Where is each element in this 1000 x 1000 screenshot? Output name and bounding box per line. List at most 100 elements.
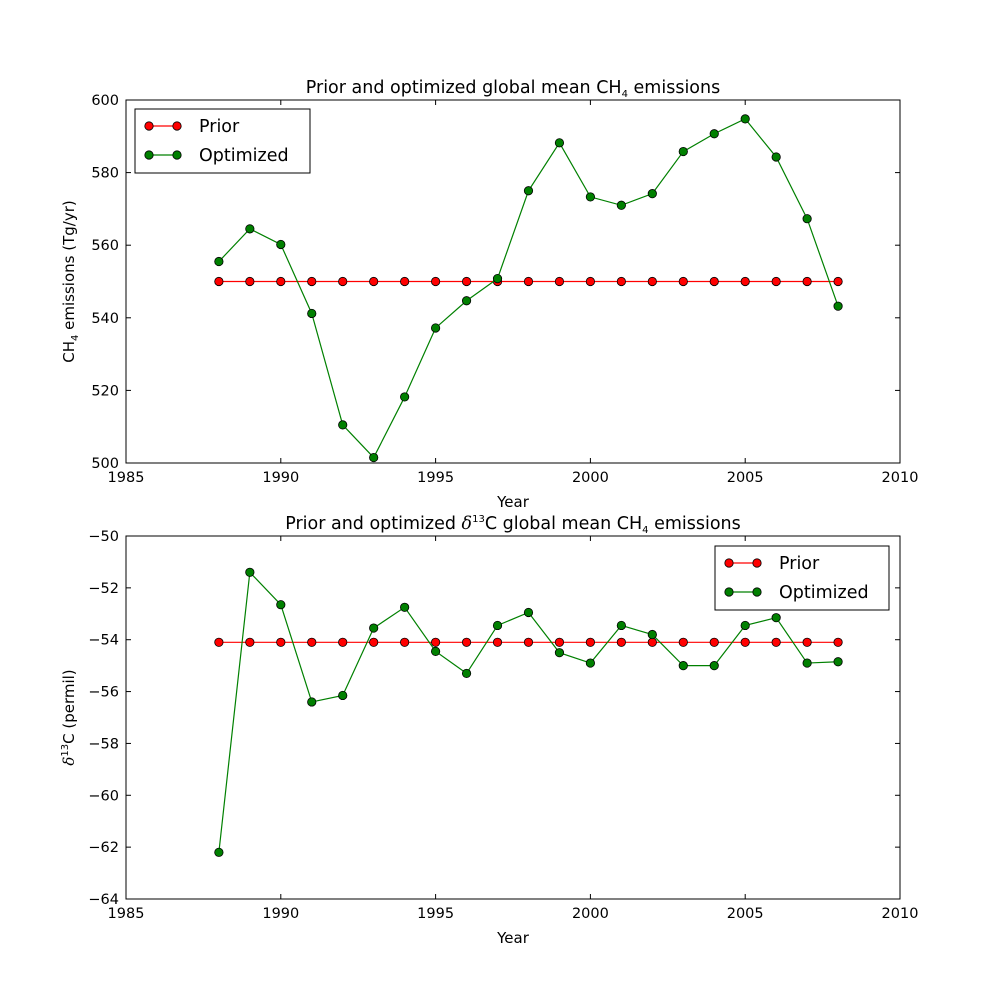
ylabel-part: emissions (Tg/yr) bbox=[60, 200, 78, 334]
x-tick-label: 1985 bbox=[108, 906, 145, 922]
data-point bbox=[709, 276, 719, 287]
data-point bbox=[802, 637, 812, 647]
data-point bbox=[678, 637, 688, 647]
data-point bbox=[833, 301, 843, 311]
title-sup: 13 bbox=[472, 514, 485, 525]
y-tick-label: −64 bbox=[88, 892, 119, 908]
data-point bbox=[554, 648, 565, 658]
data-point bbox=[276, 600, 286, 610]
legend-label: Prior bbox=[199, 117, 240, 137]
legend-marker bbox=[752, 587, 762, 597]
y-tick-label: 540 bbox=[91, 311, 119, 327]
data-point bbox=[585, 276, 596, 287]
x-tick-label: 2005 bbox=[727, 470, 764, 486]
data-point bbox=[338, 420, 348, 430]
data-point bbox=[430, 323, 441, 333]
data-point bbox=[276, 637, 286, 647]
title-part: emissions bbox=[628, 78, 720, 98]
data-point bbox=[647, 189, 657, 199]
data-point bbox=[369, 623, 379, 633]
data-point bbox=[740, 114, 750, 124]
title-part: C global mean CH bbox=[485, 514, 642, 534]
data-point bbox=[400, 276, 410, 287]
data-point bbox=[740, 620, 750, 631]
y-tick-label: 600 bbox=[91, 93, 119, 109]
title-sub: 4 bbox=[642, 525, 648, 536]
x-tick-label: 1995 bbox=[417, 906, 454, 922]
legend-entry-optimized: Optimized bbox=[144, 146, 289, 166]
data-point bbox=[554, 276, 565, 287]
data-point bbox=[709, 637, 719, 647]
data-point bbox=[369, 637, 379, 647]
data-point bbox=[833, 657, 843, 667]
y-axis-label: δ13C (permil) bbox=[60, 669, 78, 765]
data-point bbox=[523, 186, 534, 196]
x-tick-label: 1985 bbox=[108, 470, 145, 486]
data-point bbox=[307, 637, 317, 647]
data-point bbox=[214, 637, 224, 647]
data-point bbox=[616, 200, 626, 210]
legend-entry-prior: Prior bbox=[144, 117, 240, 137]
x-tick-label: 2005 bbox=[727, 906, 764, 922]
x-tick-label: 2010 bbox=[882, 906, 919, 922]
y-tick-label: −56 bbox=[88, 685, 119, 701]
data-point bbox=[833, 637, 843, 647]
legend-label: Optimized bbox=[779, 583, 869, 603]
data-point bbox=[802, 658, 812, 668]
data-point bbox=[585, 192, 596, 202]
data-point bbox=[276, 276, 286, 287]
series-prior bbox=[214, 637, 843, 647]
chart-title: Prior and optimized δ13C global mean CH4… bbox=[285, 514, 741, 536]
series-prior bbox=[214, 276, 843, 287]
legend-marker bbox=[144, 150, 154, 160]
legend-marker bbox=[172, 150, 182, 160]
title-part: Prior and optimized bbox=[285, 514, 461, 534]
data-point bbox=[492, 620, 503, 631]
data-point bbox=[709, 661, 719, 671]
data-point bbox=[585, 637, 596, 647]
data-point bbox=[245, 276, 255, 287]
legend-box bbox=[134, 108, 311, 174]
y-tick-label: −58 bbox=[88, 736, 119, 752]
data-point bbox=[276, 239, 286, 250]
data-point bbox=[554, 138, 565, 148]
ylabel-delta: δ bbox=[60, 757, 78, 766]
data-point bbox=[430, 637, 441, 647]
data-point bbox=[307, 308, 317, 319]
data-point bbox=[771, 613, 781, 623]
x-tick-label: 1995 bbox=[417, 470, 454, 486]
legend: Prior Optimized bbox=[134, 108, 311, 174]
data-point bbox=[771, 276, 781, 287]
y-tick-label: −52 bbox=[88, 581, 119, 597]
chart-title: Prior and optimized global mean CH4 emis… bbox=[306, 78, 720, 100]
chart-1: 1985 1990 1995 2000 2005 2010 500 520 540 560 580 6… bbox=[60, 78, 918, 511]
data-point bbox=[430, 276, 441, 287]
legend-box bbox=[714, 545, 890, 611]
data-point bbox=[647, 629, 657, 640]
data-point bbox=[492, 637, 503, 647]
data-point bbox=[307, 276, 317, 287]
title-part: Prior and optimized global mean CH bbox=[306, 78, 622, 98]
data-point bbox=[585, 658, 596, 668]
data-point bbox=[833, 276, 843, 287]
y-tick-label: 580 bbox=[91, 166, 119, 182]
ylabel-part: C (permil) bbox=[60, 669, 78, 744]
ylabel-sub: 4 bbox=[70, 335, 81, 341]
data-point bbox=[771, 637, 781, 647]
y-tick-label: 500 bbox=[91, 456, 119, 472]
data-point bbox=[616, 620, 626, 631]
data-point bbox=[461, 668, 472, 679]
data-point bbox=[616, 276, 626, 287]
x-tick-label: 2000 bbox=[572, 470, 609, 486]
y-tick-label: 520 bbox=[91, 383, 119, 399]
data-point bbox=[400, 392, 410, 402]
data-point bbox=[245, 224, 255, 234]
data-point bbox=[678, 146, 688, 157]
legend-marker bbox=[724, 587, 734, 597]
x-axis-label: Year bbox=[496, 493, 530, 511]
x-tick-label: 1990 bbox=[262, 906, 299, 922]
ylabel-part: CH bbox=[60, 341, 78, 363]
data-point bbox=[492, 273, 503, 284]
y-tick-label: −60 bbox=[88, 788, 119, 804]
data-point bbox=[523, 637, 534, 647]
